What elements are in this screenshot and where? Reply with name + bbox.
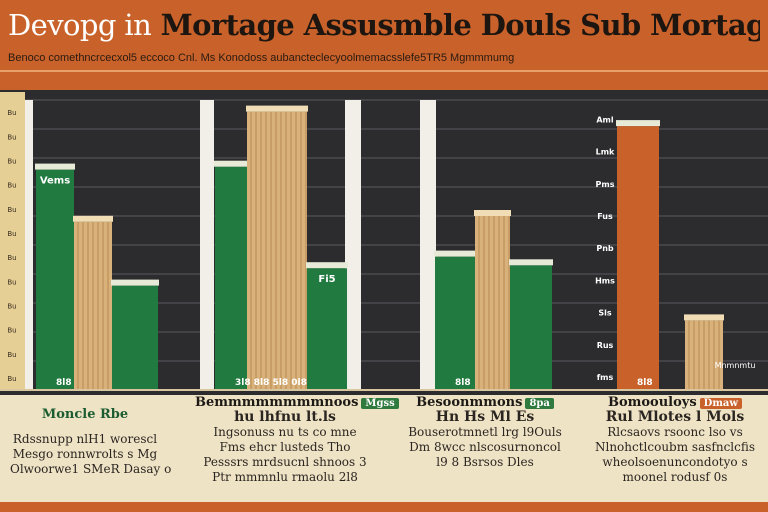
right-tick-label: Aml (596, 115, 614, 124)
bar-cap (111, 279, 159, 286)
y-tick-label: Bu (7, 157, 16, 165)
background-column (200, 100, 214, 390)
y-tick-label: Bu (7, 133, 16, 141)
bar-cap (73, 215, 113, 222)
header-banner: Devopg in Mortage Assusmble Douls Sub Mo… (0, 0, 768, 90)
card-group-1: Moncle Rbe Rdssnupp nlH1 worescl Mesgo r… (10, 395, 172, 477)
y-tick-label: Bu (7, 230, 16, 238)
card-line: Rul Mlotes l Mols (605, 409, 745, 425)
bar-cap (474, 210, 511, 216)
chart-subtitle: Benoco comethncrcecxol5 eccoco Cnl. Ms K… (8, 52, 515, 64)
bar (475, 216, 510, 390)
card-title: Moncle Rbe (41, 407, 129, 422)
y-tick-label: Bu (7, 351, 16, 359)
card-tag: Dmaw (699, 398, 743, 409)
card-group-4: Bomoouloys Dmaw Rul Mlotes l Mols Rlcsaov… (590, 395, 760, 485)
card-title: Bemmmmmmmmnoos Mgss (195, 395, 399, 410)
card-line: Fms ehcr lusteds Tho (219, 440, 351, 454)
card-line: Dm 8wcc nlscosurnoncol (409, 440, 561, 454)
bar (307, 268, 347, 390)
right-tick-label: Lmk (596, 148, 615, 157)
y-tick-label: Bu (7, 206, 16, 214)
footer-bar (0, 502, 768, 512)
group-value-label: 8l8 (455, 378, 471, 388)
card-line: Pesssrs mrdsucnl shnoos 3 (203, 455, 367, 469)
bar-cap (214, 160, 248, 167)
bar-cap (684, 314, 724, 321)
annotation: Mnmnmtu (715, 361, 756, 370)
card-line: wheolsoenuncondotyo s (602, 455, 748, 469)
card-title: Bomoouloys Dmaw (590, 395, 760, 410)
bar (36, 169, 74, 390)
card-tag: 8pa (525, 398, 554, 409)
group-value-label: 3l8 8l8 5l8 0l8 (235, 378, 307, 388)
bar-cap (306, 262, 348, 269)
right-tick-label: Fus (597, 212, 613, 221)
card-line: Nlnohctlcoubm sasfnclcfis (594, 440, 756, 454)
bar-cap (434, 250, 476, 257)
card-line: Ingsonuss nu ts co mne (213, 425, 357, 439)
card-line: moonel rodusf 0s (622, 470, 728, 484)
title-tail: Douls Sub Mortag (480, 8, 760, 42)
y-tick-label: Bu (7, 327, 16, 335)
background-column (345, 100, 361, 390)
title-lead: Devopg in (8, 8, 152, 42)
bar (617, 126, 659, 390)
card-group-2: Bemmmmmmmmnoos Mgss hu lhfnu lt.ls Ingson… (195, 395, 399, 485)
card-group-3: Besoonmmons 8pa Hn Hs Ml Es Bouserotmnetl… (400, 395, 570, 470)
info-panel: Moncle Rbe Rdssnupp nlH1 worescl Mesgo r… (0, 395, 768, 502)
bar-cap (246, 105, 308, 112)
bar-chart: Bu Bu Bu Bu Bu Bu Bu Bu Bu Bu Bu Bu Aml Lmk Pms Fus Pnb H… (0, 92, 768, 391)
card-line: Rlcsaovs rsoonc lso vs (607, 425, 743, 439)
background-column (25, 100, 33, 390)
right-tick-label: Sls (598, 309, 612, 318)
bar (112, 285, 158, 390)
bar (510, 265, 552, 390)
card-title-text: Bomoouloys (607, 395, 697, 410)
y-tick-label: Bu (7, 375, 16, 383)
y-tick-label: Bu (7, 109, 16, 117)
right-tick-label: fms (597, 373, 614, 382)
bar-cap (616, 120, 660, 127)
bar (247, 111, 307, 390)
bar-label: Vems (40, 176, 70, 187)
card-line: Ptr mmmnlu rmaolu 2l8 (212, 470, 358, 484)
chart-title: Devopg in Mortage Assusmble Douls Sub Mo… (8, 2, 760, 48)
group-value-label: 8l8 (637, 378, 653, 388)
card-line: Bouserotmnetl lrg l9Ouls (408, 425, 562, 439)
right-tick-label: Pnb (596, 244, 614, 253)
right-tick-label: Pms (596, 180, 615, 189)
title-main: Mortage Assusmble (160, 8, 472, 42)
card-title-text: Besoonmmons (416, 395, 523, 410)
y-axis-strip (0, 92, 25, 390)
card-title-text: Bemmmmmmmmnoos (195, 395, 359, 410)
y-tick-label: Bu (7, 278, 16, 286)
plot-area: Bu Bu Bu Bu Bu Bu Bu Bu Bu Bu Bu Bu Aml Lmk Pms Fus Pnb H… (0, 90, 768, 395)
header-divider (0, 70, 768, 72)
bar (435, 256, 475, 390)
background-column (420, 100, 436, 390)
right-tick-label: Hms (595, 276, 615, 285)
bar-cap (35, 163, 75, 170)
card-line: Mesgo ronnwrolts s Mg (12, 447, 158, 461)
group-value-label: 8l8 (56, 378, 72, 388)
card-line: l9 8 Bsrsos Dles (436, 455, 534, 469)
y-tick-label: Bu (7, 302, 16, 310)
right-tick-label: Rus (597, 341, 614, 350)
card-line: Rdssnupp nlH1 worescl (12, 432, 158, 446)
card-tag: Mgss (361, 398, 399, 409)
card-line: Olwoorwe1 SMeR Dasay o (10, 462, 172, 476)
y-tick-label: Bu (7, 254, 16, 262)
bar (215, 166, 247, 390)
y-tick-label: Bu (7, 182, 16, 190)
card-line: hu lhfnu lt.ls (234, 409, 336, 425)
bar-label: Fi5 (318, 274, 335, 285)
card-title: Besoonmmons 8pa (400, 395, 570, 410)
bar-cap (509, 259, 553, 266)
card-line: Hn Hs Ml Es (435, 409, 535, 425)
